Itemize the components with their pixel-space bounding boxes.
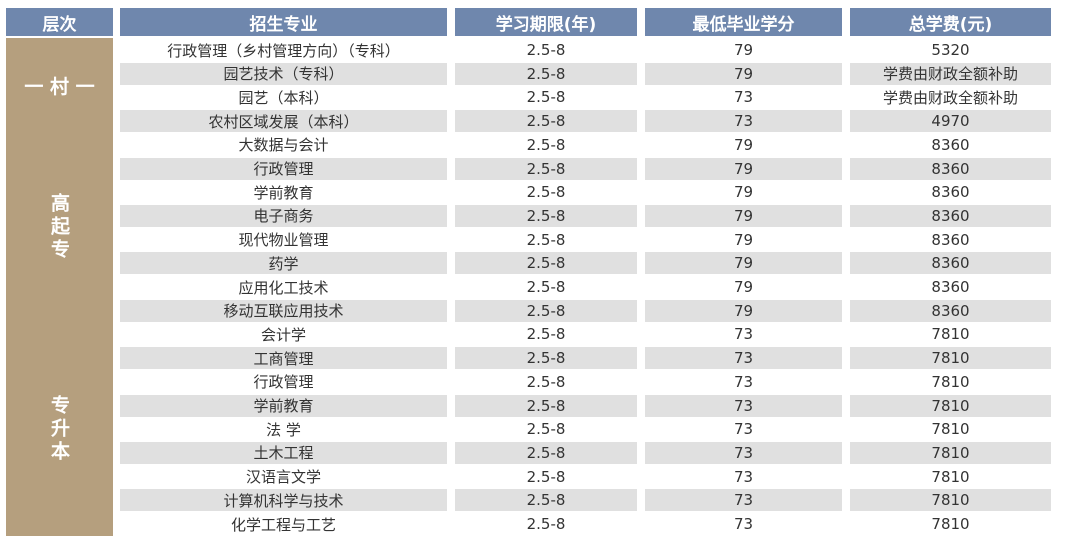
table-cell-fee: 7810 [850,513,1051,535]
table-cell-fee: 7810 [850,323,1051,346]
header-major: 招生专业 [120,8,447,36]
table-cell-fee: 8360 [850,276,1051,298]
table-cell-duration: 2.5-8 [455,299,637,322]
table-cell-duration: 2.5-8 [455,418,637,441]
table-cell-duration: 2.5-8 [455,133,637,156]
table-cell-credits: 73 [645,370,842,393]
table-cell-major: 行政管理 [120,370,447,393]
table-cell-major: 土木工程 [120,441,447,464]
level-group-2: 专升本 [6,322,113,536]
header-level: 层次 [6,8,113,36]
table-cell-fee: 7810 [850,370,1051,393]
table-cell-credits: 79 [645,157,842,180]
table-cell-major: 学前教育 [120,181,447,204]
table-cell-credits: 73 [645,347,842,370]
table-cell-duration: 2.5-8 [455,228,637,251]
table-cell-credits: 73 [645,418,842,441]
table-cell-fee: 7810 [850,465,1051,488]
table-cell-major: 农村区域发展（本科） [120,110,447,133]
table-cell-duration: 2.5-8 [455,394,637,417]
table-cell-duration: 2.5-8 [455,39,637,61]
table-cell-fee: 学费由财政全额补助 [850,86,1051,109]
table-cell-credits: 79 [645,299,842,322]
table-cell-credits: 73 [645,86,842,109]
table-cell-duration: 2.5-8 [455,441,637,464]
level-label: 专升本 [48,394,70,464]
table-cell-fee: 7810 [850,394,1051,417]
table-cell-major: 园艺技术（专科） [120,62,447,85]
table-cell-duration: 2.5-8 [455,323,637,346]
level-label: 一 村 一 [24,76,95,99]
table-cell-fee: 7810 [850,418,1051,441]
table-cell-duration: 2.5-8 [455,489,637,512]
header-credits: 最低毕业学分 [645,8,842,36]
table-cell-fee: 8360 [850,228,1051,251]
table-cell-major: 学前教育 [120,394,447,417]
table-cell-duration: 2.5-8 [455,276,637,298]
table-cell-fee: 学费由财政全额补助 [850,62,1051,85]
table-cell-major: 应用化工技术 [120,276,447,298]
table-cell-fee: 8360 [850,299,1051,322]
table-cell-major: 行政管理 [120,157,447,180]
table-cell-duration: 2.5-8 [455,204,637,227]
table-cell-credits: 73 [645,394,842,417]
table-cell-fee: 8360 [850,252,1051,275]
table-cell-duration: 2.5-8 [455,347,637,370]
table-cell-credits: 79 [645,228,842,251]
table-cell-duration: 2.5-8 [455,157,637,180]
table-cell-fee: 7810 [850,441,1051,464]
table-cell-fee: 7810 [850,489,1051,512]
header-fee: 总学费(元) [850,8,1051,36]
table-cell-major: 计算机科学与技术 [120,489,447,512]
table-cell-duration: 2.5-8 [455,513,637,535]
table-cell-fee: 7810 [850,347,1051,370]
table-cell-duration: 2.5-8 [455,62,637,85]
table-cell-credits: 73 [645,110,842,133]
table-cell-major: 汉语言文学 [120,465,447,488]
table-cell-credits: 73 [645,513,842,535]
table-cell-duration: 2.5-8 [455,465,637,488]
table-cell-credits: 79 [645,204,842,227]
table-cell-major: 移动互联应用技术 [120,299,447,322]
table-cell-major: 园艺（本科） [120,86,447,109]
table-cell-fee: 8360 [850,181,1051,204]
table-cell-fee: 8360 [850,133,1051,156]
table-cell-credits: 73 [645,323,842,346]
table-cell-major: 工商管理 [120,347,447,370]
table-cell-credits: 79 [645,133,842,156]
table-cell-fee: 5320 [850,39,1051,61]
table-cell-fee: 8360 [850,204,1051,227]
table-cell-major: 法 学 [120,418,447,441]
table-cell-duration: 2.5-8 [455,252,637,275]
table-cell-credits: 79 [645,181,842,204]
table-cell-major: 化学工程与工艺 [120,513,447,535]
table-cell-major: 药学 [120,252,447,275]
table-cell-duration: 2.5-8 [455,370,637,393]
table-cell-major: 会计学 [120,323,447,346]
table-cell-fee: 4970 [850,110,1051,133]
table-cell-major: 现代物业管理 [120,228,447,251]
level-label: 高起专 [48,193,70,263]
table-cell-major: 大数据与会计 [120,133,447,156]
table-cell-credits: 73 [645,465,842,488]
table-cell-credits: 73 [645,441,842,464]
level-group-1: 高起专 [6,132,113,323]
table-cell-duration: 2.5-8 [455,110,637,133]
level-group-0: 一 村 一 [6,38,113,134]
table-cell-credits: 73 [645,489,842,512]
table-cell-credits: 79 [645,62,842,85]
header-duration: 学习期限(年) [455,8,637,36]
table-cell-duration: 2.5-8 [455,86,637,109]
table-cell-duration: 2.5-8 [455,181,637,204]
table-cell-major: 电子商务 [120,204,447,227]
table-cell-major: 行政管理（乡村管理方向）（专科） [120,39,447,61]
table-cell-credits: 79 [645,252,842,275]
table-cell-credits: 79 [645,39,842,61]
table-cell-credits: 79 [645,276,842,298]
table-cell-fee: 8360 [850,157,1051,180]
